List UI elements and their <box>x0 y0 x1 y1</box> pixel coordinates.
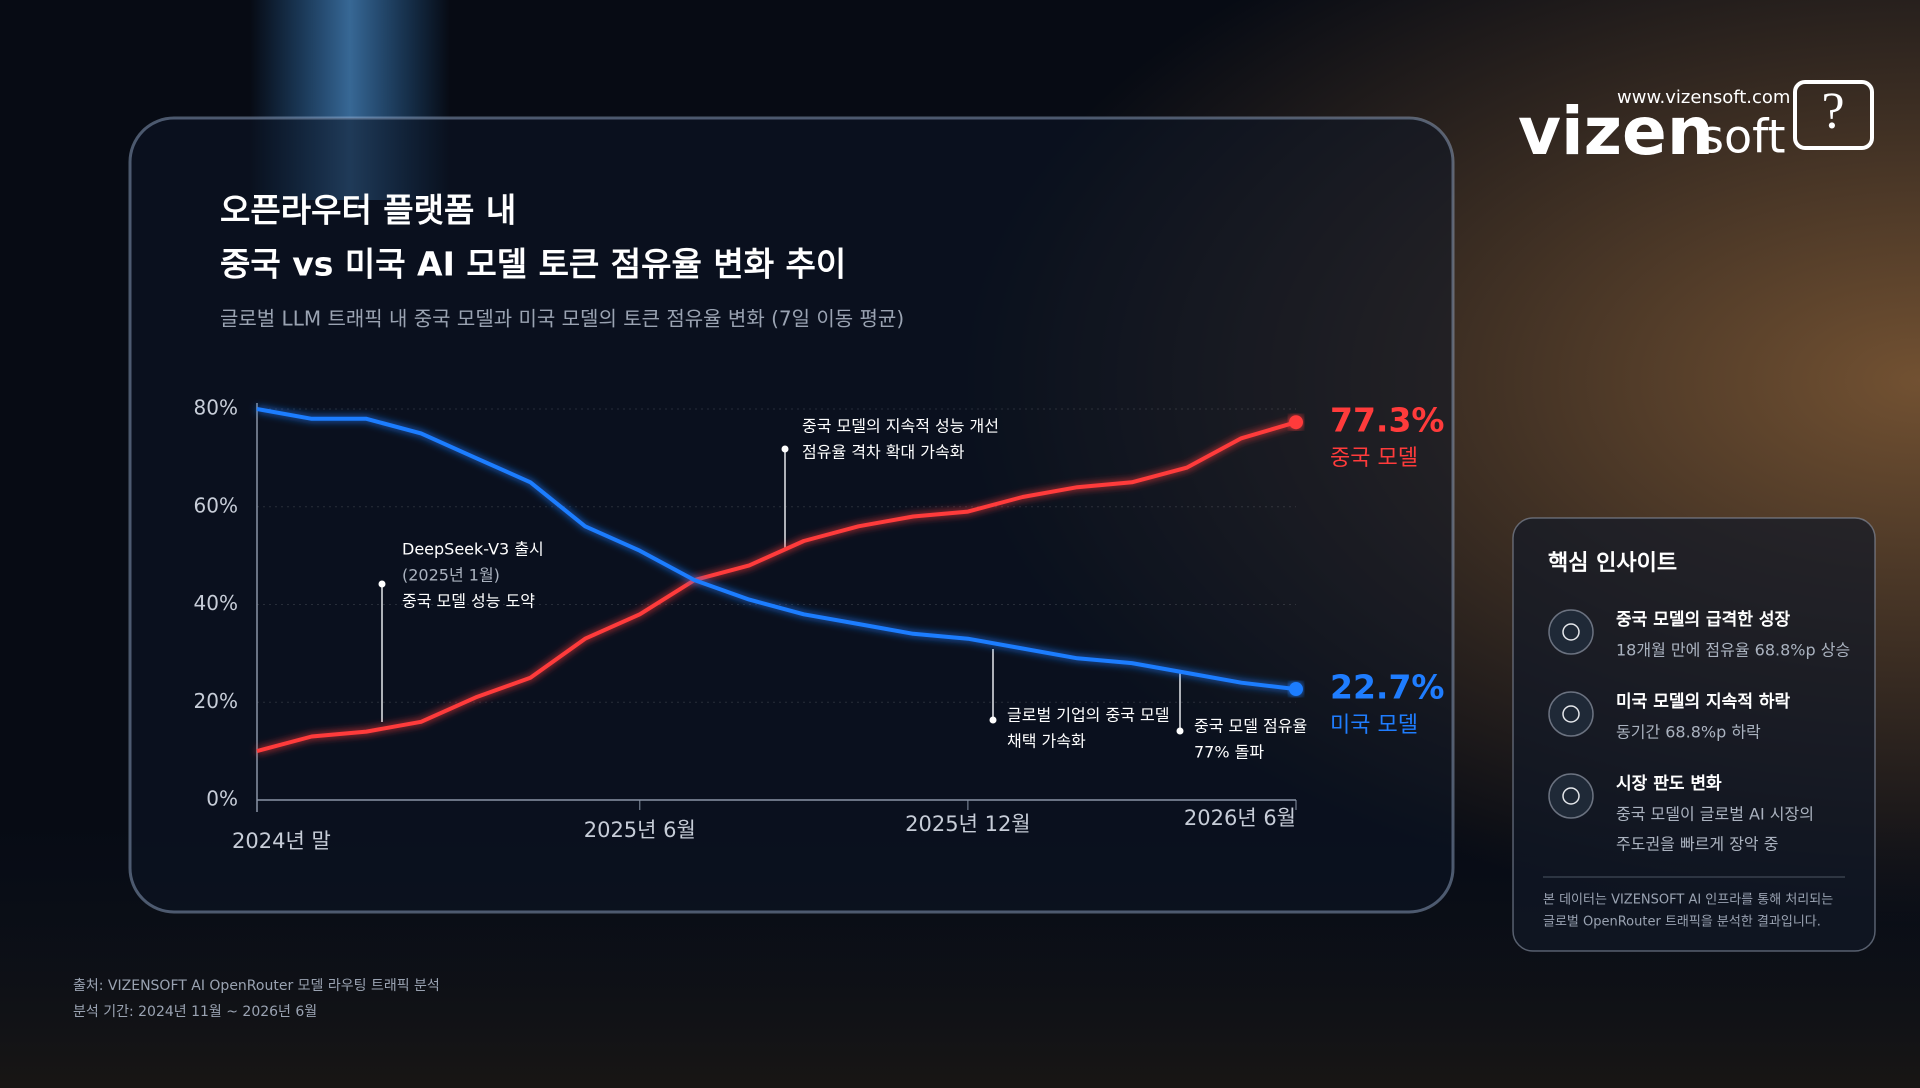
logo-bold: vizen <box>1518 93 1714 170</box>
annotation-text: 중국 모델의 지속적 성능 개선 <box>802 417 999 436</box>
annotation-text: 글로벌 기업의 중국 모델 <box>1007 706 1169 725</box>
insight-icon-core <box>1562 623 1580 641</box>
logo-mark: ? <box>1821 83 1844 140</box>
y-tick-label: 60% <box>194 493 238 517</box>
logo-light: soft <box>1700 110 1786 164</box>
source: 분석 기간: 2024년 11월 ~ 2026년 6월 <box>73 1004 317 1020</box>
annotation-dot <box>1176 727 1184 735</box>
annotation-text: 77% 돌파 <box>1194 743 1264 762</box>
y-tick-label: 20% <box>194 689 238 713</box>
series-line <box>256 420 1297 754</box>
insight-text: 18개월 만에 점유율 68.8%p 상승 <box>1616 641 1850 660</box>
insight-heading: 미국 모델의 지속적 하락 <box>1616 691 1791 712</box>
source: 출처: VIZENSOFT AI OpenRouter 모델 라우팅 트래픽 분… <box>73 978 440 994</box>
insight-note: 본 데이터는 VIZENSOFT AI 인프라를 통해 처리되는 <box>1543 893 1833 908</box>
chart-title: 중국 vs 미국 AI 모델 토큰 점유율 변화 추이 <box>220 245 846 284</box>
annotation-text: 중국 모델 점유율 <box>1194 717 1307 736</box>
insight-icon <box>1548 691 1594 737</box>
insight-icon-core <box>1562 705 1580 723</box>
x-tick-label: 2025년 12월 <box>905 812 1030 836</box>
end-dot <box>1289 682 1303 697</box>
insight-heading: 시장 판도 변화 <box>1616 774 1722 794</box>
insight-text: 주도권을 빠르게 장악 중 <box>1616 835 1778 854</box>
annotation-dot <box>378 580 386 588</box>
value-label: 77.3% <box>1330 401 1445 440</box>
insight-icon-core <box>1562 787 1580 805</box>
annotation-text: 점유율 격차 확대 가속화 <box>802 443 965 462</box>
legend-label: 중국 모델 <box>1330 446 1418 471</box>
y-tick-label: 40% <box>194 591 238 615</box>
glass-panel <box>128 116 1455 914</box>
x-tick-label: 2026년 6월 <box>1184 806 1296 830</box>
insight-title: 핵심 인사이트 <box>1548 551 1677 576</box>
annotation-text: DeepSeek-V3 출시 <box>402 540 544 559</box>
insight-heading: 중국 모델의 급격한 성장 <box>1616 609 1791 630</box>
insight-icon <box>1548 609 1594 655</box>
insight-text: 중국 모델이 글로벌 AI 시장의 <box>1616 805 1814 824</box>
x-tick-label: 2025년 6월 <box>584 818 696 842</box>
series-line <box>256 407 1297 692</box>
logo-url: www.vizensoft.com <box>1617 87 1790 108</box>
value-label: 22.7% <box>1330 668 1445 707</box>
insight-text: 동기간 68.8%p 하락 <box>1616 723 1761 742</box>
end-dot <box>1289 415 1303 430</box>
insight-icon <box>1548 773 1594 819</box>
x-tick-label: 2024년 말 <box>232 829 331 853</box>
insight-note: 글로벌 OpenRouter 트래픽을 분석한 결과입니다. <box>1543 915 1821 930</box>
logo-bubble <box>1793 80 1874 150</box>
annotation-text: (2025년 1월) <box>402 566 500 585</box>
annotation-dot <box>781 445 789 453</box>
y-tick-label: 80% <box>194 396 238 420</box>
annotation-dot <box>989 716 997 724</box>
chart-title: 오픈라우터 플랫폼 내 <box>220 191 516 230</box>
legend-label: 미국 모델 <box>1330 713 1418 738</box>
insight-card <box>1512 517 1876 952</box>
annotation-text: 중국 모델 성능 도약 <box>402 592 535 611</box>
y-tick-label: 0% <box>206 787 238 811</box>
annotation-text: 채택 가속화 <box>1007 732 1086 751</box>
chart-subtitle: 글로벌 LLM 트래픽 내 중국 모델과 미국 모델의 토큰 점유율 변화 (7… <box>220 307 904 331</box>
